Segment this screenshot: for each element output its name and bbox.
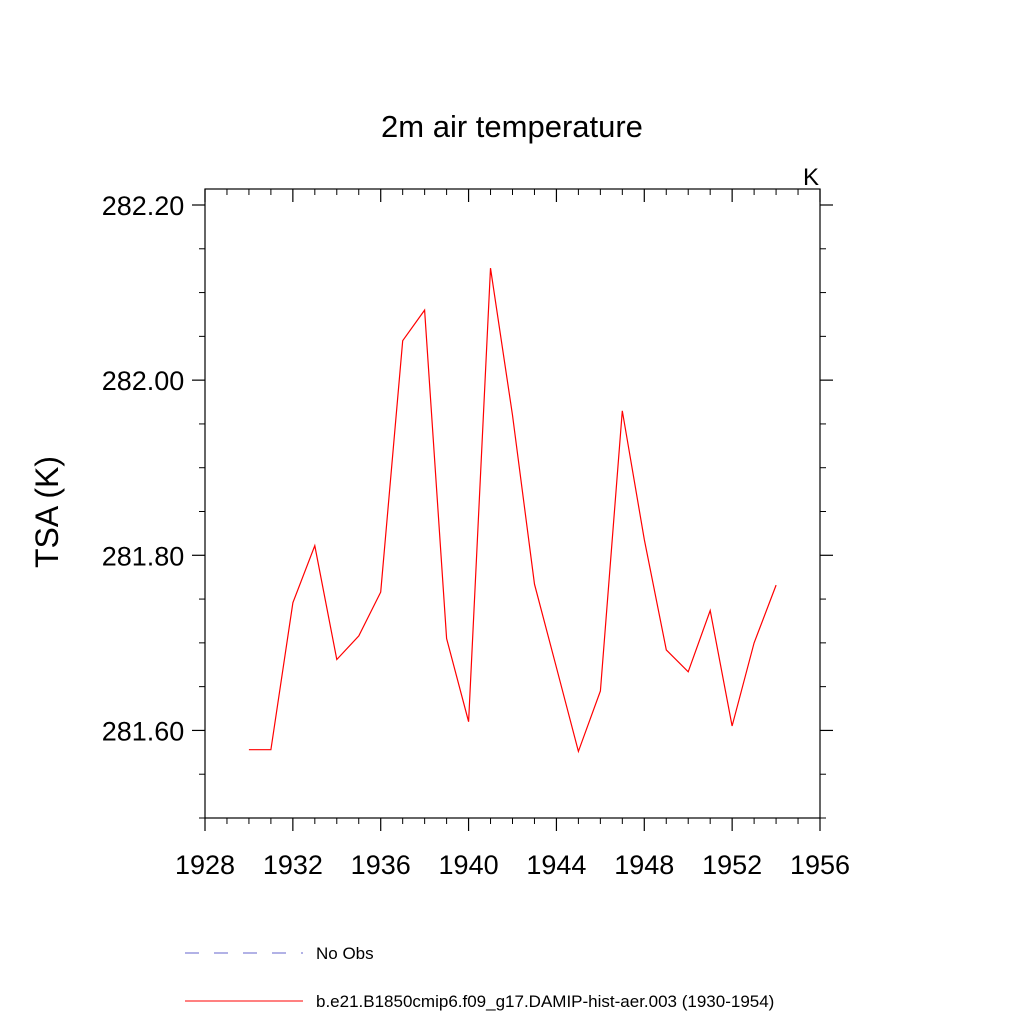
legend-label-model-run: b.e21.B1850cmip6.f09_g17.DAMIP-hist-aer.… [316,992,774,1011]
data-point [620,409,624,413]
data-point [291,601,295,605]
data-point [642,538,646,542]
data-point [554,665,558,669]
data-point [576,749,580,753]
data-point [774,583,778,587]
data-point [379,590,383,594]
x-tick-label: 1956 [790,850,850,880]
axis-tick-labels: 1928 1932 1936 1940 1944 1948 1952 1956 281.60 28… [102,191,850,880]
units-label: K [803,164,819,191]
plot-frame [204,188,821,819]
data-point [269,748,273,752]
legend: No Obs b.e21.B1850cmip6.f09_g17.DAMIP-hi… [185,944,774,1011]
data-point [401,339,405,343]
series-line [248,268,777,754]
x-tick-label: 1932 [263,850,323,880]
x-tick-label: 1928 [175,850,235,880]
data-point [489,266,493,270]
data-point [752,641,756,645]
legend-label-no-obs: No Obs [316,944,374,963]
data-point [708,608,712,612]
x-tick-label: 1936 [351,850,411,880]
data-point [686,670,690,674]
x-tick-label: 1940 [439,850,499,880]
data-point [445,636,449,640]
data-point [357,634,361,638]
x-tick-label: 1944 [526,850,586,880]
x-tick-label: 1948 [614,850,674,880]
x-tick-label: 1952 [702,850,762,880]
data-point [730,724,734,728]
data-point [313,544,317,548]
data-point [335,657,339,661]
data-point [423,308,427,312]
data-point [532,582,536,586]
data-point [467,720,471,724]
chart-title: 2m air temperature [381,109,643,144]
data-point [247,748,251,752]
axis-ticks [192,189,833,831]
y-axis-label: TSA (K) [29,456,65,568]
data-series [247,266,778,754]
data-point [664,648,668,652]
y-tick-label: 281.60 [102,716,185,746]
y-tick-label: 282.00 [102,366,185,396]
data-point [598,689,602,693]
y-tick-label: 281.80 [102,541,185,571]
data-point [511,413,515,417]
y-tick-label: 282.20 [102,191,185,221]
